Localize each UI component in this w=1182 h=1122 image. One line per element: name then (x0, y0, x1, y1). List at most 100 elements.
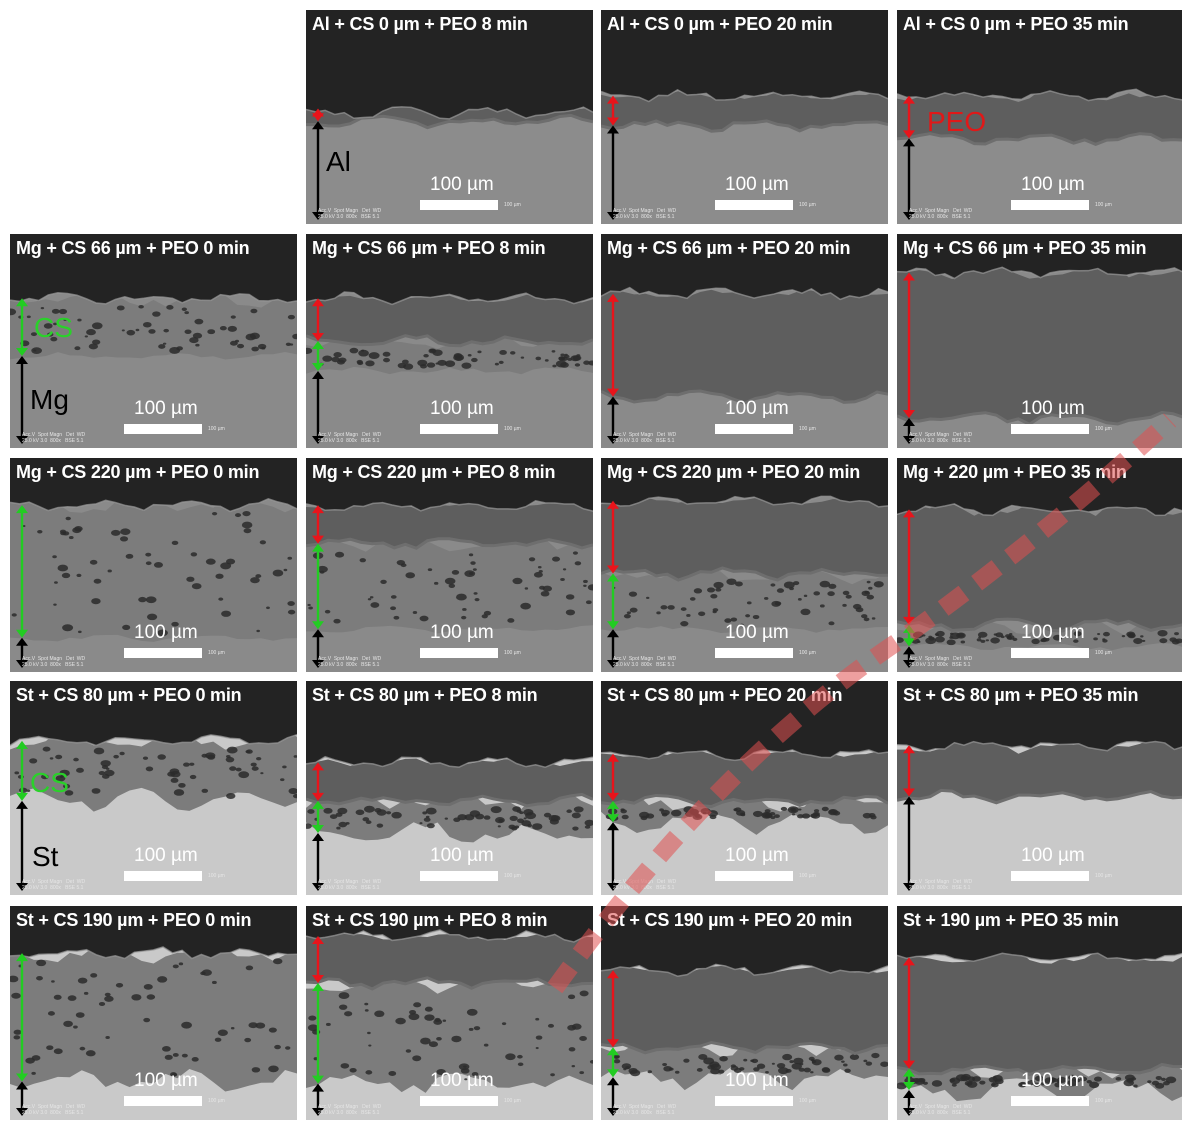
substrate-arrow (312, 629, 324, 668)
scale-bar (715, 424, 793, 434)
substrate-arrow (312, 121, 324, 220)
sem-panel-r4c2: St + CS 190 µm + PEO 20 min 100 µm 100 µm A… (601, 906, 888, 1120)
sem-panel-r3c2: St + CS 80 µm + PEO 20 min 100 µm 100 µm Ac… (601, 681, 888, 895)
panel-title: Mg + CS 66 µm + PEO 0 min (16, 238, 250, 258)
scale-bar (715, 648, 793, 658)
scale-bar-label: 100 µm (1021, 174, 1085, 195)
cs-thickness-arrow (16, 953, 28, 1082)
substrate-arrow (312, 832, 324, 891)
panel-title: Mg + CS 220 µm + PEO 20 min (607, 462, 861, 482)
sem-panel-r2c1: Mg + CS 220 µm + PEO 8 min 100 µm 100 µm Ac… (306, 458, 593, 672)
scale-bar-label: 100 µm (430, 622, 494, 643)
sem-panel-r3c1: St + CS 80 µm + PEO 8 min 100 µm 100 µm Acc… (306, 681, 593, 895)
micrograph (601, 10, 888, 224)
microscope-info: Acc.V Spot Magn Det WD 25.0 kV 3.0 800x … (22, 879, 86, 891)
scale-bar (715, 200, 793, 210)
scale-bar-label: 100 µm (725, 174, 789, 195)
microscope-info: Acc.V Spot Magn Det WD 25.0 kV 3.0 800x … (909, 432, 973, 444)
scale-bar (124, 1096, 202, 1106)
scale-bar-label: 100 µm (134, 622, 198, 643)
scale-footer-label: 100 µm (208, 426, 225, 432)
microscope-info: Acc.V Spot Magn Det WD 25.0 kV 3.0 800x … (909, 879, 973, 891)
substrate-arrow (903, 138, 915, 220)
scale-bar-label: 100 µm (134, 1070, 198, 1091)
micrograph (10, 906, 297, 1120)
scale-bar (1011, 200, 1089, 210)
micrograph (306, 234, 593, 448)
scale-bar-label: 100 µm (134, 845, 198, 866)
sem-panel-r1c0: Mg + CS 66 µm + PEO 0 min 100 µm 100 µm Acc… (10, 234, 297, 448)
scale-bar (124, 648, 202, 658)
scale-bar-label: 100 µm (725, 845, 789, 866)
scale-bar (1011, 424, 1089, 434)
scale-bar-label: 100 µm (134, 398, 198, 419)
scale-bar (715, 1096, 793, 1106)
scale-footer-label: 100 µm (504, 426, 521, 432)
scale-footer-label: 100 µm (1095, 873, 1112, 879)
scale-bar-label: 100 µm (430, 1070, 494, 1091)
panel-title: St + 190 µm + PEO 35 min (903, 910, 1119, 930)
cs-thickness-arrow (312, 543, 324, 630)
scale-footer-label: 100 µm (1095, 650, 1112, 656)
panel-title: St + CS 190 µm + PEO 0 min (16, 910, 252, 930)
scale-footer-label: 100 µm (1095, 1098, 1112, 1104)
peo-thickness-arrow (903, 95, 915, 139)
microscope-info: Acc.V Spot Magn Det WD 25.0 kV 3.0 800x … (318, 1104, 382, 1116)
layer-label-cs: CS (30, 767, 69, 798)
panel-title: Mg + CS 66 µm + PEO 20 min (607, 238, 851, 258)
peo-thickness-arrow (312, 935, 324, 984)
sem-panel-r0c1: Al + CS 0 µm + PEO 8 min 100 µm 100 µm Acc.… (306, 10, 593, 224)
sem-panel-r2c2: Mg + CS 220 µm + PEO 20 min 100 µm 100 µm A… (601, 458, 888, 672)
panel-title: Mg + CS 220 µm + PEO 8 min (312, 462, 556, 482)
panel-title: St + CS 80 µm + PEO 35 min (903, 685, 1139, 705)
microscope-info: Acc.V Spot Magn Det WD 25.0 kV 3.0 800x … (909, 208, 973, 220)
scale-bar-label: 100 µm (725, 622, 789, 643)
substrate-arrow (16, 355, 28, 444)
panel-title: St + CS 190 µm + PEO 20 min (607, 910, 853, 930)
cs-thickness-arrow (312, 983, 324, 1084)
scale-footer-label: 100 µm (504, 873, 521, 879)
scale-bar-label: 100 µm (430, 845, 494, 866)
layer-label-st: St (32, 841, 59, 872)
peo-thickness-arrow (312, 108, 324, 122)
peo-thickness-arrow (312, 762, 324, 801)
scale-bar-label: 100 µm (1021, 398, 1085, 419)
substrate-arrow (312, 1083, 324, 1116)
peo-thickness-arrow (607, 95, 619, 126)
scale-bar (1011, 871, 1089, 881)
scale-bar (420, 200, 498, 210)
panel-title: Mg + CS 220 µm + PEO 0 min (16, 462, 260, 482)
microscope-info: Acc.V Spot Magn Det WD 25.0 kV 3.0 800x … (318, 656, 382, 668)
scale-bar-label: 100 µm (1021, 845, 1085, 866)
scale-bar-label: 100 µm (430, 174, 494, 195)
microscope-info: Acc.V Spot Magn Det WD 25.0 kV 3.0 800x … (909, 656, 973, 668)
sem-panel-r4c1: St + CS 190 µm + PEO 8 min 100 µm 100 µm Ac… (306, 906, 593, 1120)
sem-panel-r0c3: Al + CS 0 µm + PEO 35 min 100 µm 100 µm Acc… (897, 10, 1182, 224)
substrate-arrow (312, 370, 324, 444)
layer-label-cs: CS (34, 312, 73, 343)
substrate-arrow (16, 637, 28, 668)
micrograph (306, 458, 593, 672)
scale-footer-label: 100 µm (504, 1098, 521, 1104)
cs-thickness-arrow (312, 800, 324, 833)
panel-title: Al + CS 0 µm + PEO 8 min (312, 14, 528, 34)
scale-bar (124, 871, 202, 881)
panel-title: St + CS 80 µm + PEO 0 min (16, 685, 242, 705)
cs-thickness-arrow (16, 505, 28, 638)
microscope-info: Acc.V Spot Magn Det WD 25.0 kV 3.0 800x … (909, 1104, 973, 1116)
panel-title: Mg + CS 66 µm + PEO 8 min (312, 238, 546, 258)
sem-panel-r4c0: St + CS 190 µm + PEO 0 min 100 µm 100 µm Ac… (10, 906, 297, 1120)
sem-panel-r3c0: St + CS 80 µm + PEO 0 min 100 µm 100 µm Acc… (10, 681, 297, 895)
microscope-info: Acc.V Spot Magn Det WD 25.0 kV 3.0 800x … (613, 656, 677, 668)
microscope-info: Acc.V Spot Magn Det WD 25.0 kV 3.0 800x … (318, 208, 382, 220)
peo-thickness-arrow (312, 505, 324, 544)
micrograph (10, 234, 297, 448)
microscope-info: Acc.V Spot Magn Det WD 25.0 kV 3.0 800x … (22, 432, 86, 444)
substrate-arrow (16, 800, 28, 891)
scale-bar (124, 424, 202, 434)
layer-label-al: Al (326, 146, 351, 177)
peo-thickness-arrow (312, 298, 324, 341)
scale-footer-label: 100 µm (799, 1098, 816, 1104)
micrograph (897, 234, 1182, 448)
peo-thickness-arrow (607, 293, 619, 397)
